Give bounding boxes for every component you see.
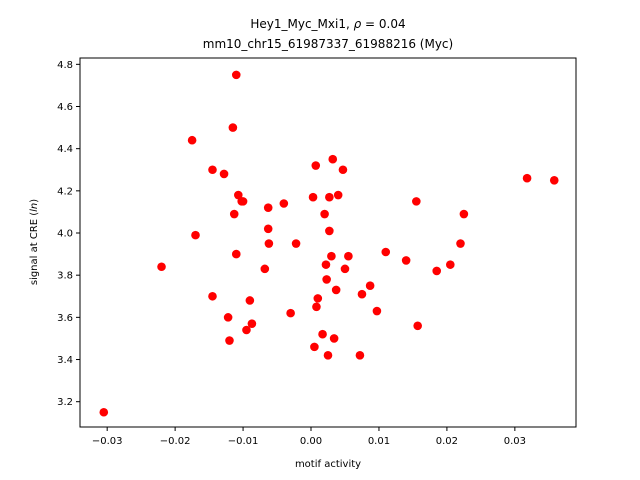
data-point (247, 319, 257, 328)
y-tick-label: 4.2 (57, 186, 73, 197)
data-point (372, 306, 382, 316)
data-point (231, 70, 241, 80)
data-point (208, 165, 217, 175)
y-tick-label: 4.8 (57, 60, 73, 71)
data-point (260, 264, 270, 274)
data-point (357, 289, 367, 299)
y-tick-label: 4.6 (57, 102, 73, 113)
data-point (327, 251, 336, 261)
data-point (325, 192, 334, 202)
y-tick-label: 3.4 (57, 355, 73, 366)
data-point (286, 308, 295, 318)
y-axis-label: signal at CRE (ln) (29, 199, 40, 285)
data-point (231, 249, 241, 259)
data-point (355, 351, 365, 360)
data-point (312, 302, 321, 312)
x-tick-label: −0.02 (160, 436, 191, 447)
data-point (549, 175, 559, 185)
y-tick-label: 3.6 (57, 313, 73, 324)
x-tick-label: 0.02 (436, 436, 458, 447)
plot-frame (79, 57, 577, 428)
x-tick-label: 0.03 (504, 436, 526, 447)
data-point (279, 199, 289, 208)
data-point (456, 239, 465, 248)
data-point (225, 336, 234, 345)
data-point (333, 190, 343, 200)
data-point (187, 135, 197, 145)
data-point (291, 239, 301, 248)
data-point (459, 209, 469, 219)
data-point (208, 291, 217, 301)
data-point (311, 161, 321, 170)
data-point (310, 342, 319, 352)
data-point (191, 230, 200, 240)
x-tick-label: 0.01 (368, 436, 390, 447)
y-tick-label: 4.0 (57, 229, 73, 240)
data-point (338, 165, 348, 175)
data-point (321, 260, 331, 269)
y-tick-label: 4.4 (57, 144, 73, 155)
y-tick-label: 3.2 (57, 397, 73, 408)
data-point (329, 334, 339, 343)
y-axis-ticks: 3.2 3.4 3.6 3.8 4.0 4.2 4.4 4.6 4.8 (57, 60, 80, 408)
data-point (223, 313, 233, 322)
data-point (340, 264, 350, 274)
data-point (263, 203, 273, 213)
data-point (522, 173, 532, 183)
data-point (432, 266, 442, 276)
x-axis-label: motif activity (295, 459, 361, 470)
data-point (328, 154, 338, 164)
data-point (446, 260, 455, 269)
data-point (412, 197, 421, 206)
chart-title-line-2: mm10_chr15_61987337_61988216 (Myc) (203, 37, 453, 51)
x-tick-label: −0.01 (228, 436, 259, 447)
data-point (322, 275, 331, 284)
x-tick-label: 0.00 (300, 436, 322, 447)
data-point (242, 325, 251, 335)
data-point (313, 294, 323, 303)
data-point (238, 197, 248, 206)
data-point (229, 209, 239, 219)
data-point (157, 262, 166, 272)
data-point (323, 351, 333, 360)
data-point (228, 123, 238, 132)
data-point (320, 209, 329, 219)
x-axis-ticks: −0.03 −0.02 −0.01 0.00 0.01 0.02 0.03 (92, 427, 526, 447)
data-point (413, 321, 422, 331)
data-point (325, 226, 334, 236)
chart-title-line-1: Hey1_Myc_Mxi1, ρ = 0.04 (250, 17, 405, 31)
x-tick-label: −0.03 (92, 436, 123, 447)
data-point (365, 281, 375, 291)
data-point (99, 407, 109, 417)
data-points (99, 70, 559, 417)
data-point (219, 169, 229, 179)
data-point (318, 329, 327, 339)
data-point (381, 247, 391, 257)
data-point (263, 224, 273, 234)
data-point (344, 251, 353, 261)
data-point (331, 285, 341, 295)
data-point (264, 239, 274, 248)
data-point (308, 192, 318, 202)
y-tick-label: 3.8 (57, 271, 73, 282)
data-point (234, 190, 243, 200)
data-point (401, 256, 411, 265)
data-point (245, 296, 255, 305)
